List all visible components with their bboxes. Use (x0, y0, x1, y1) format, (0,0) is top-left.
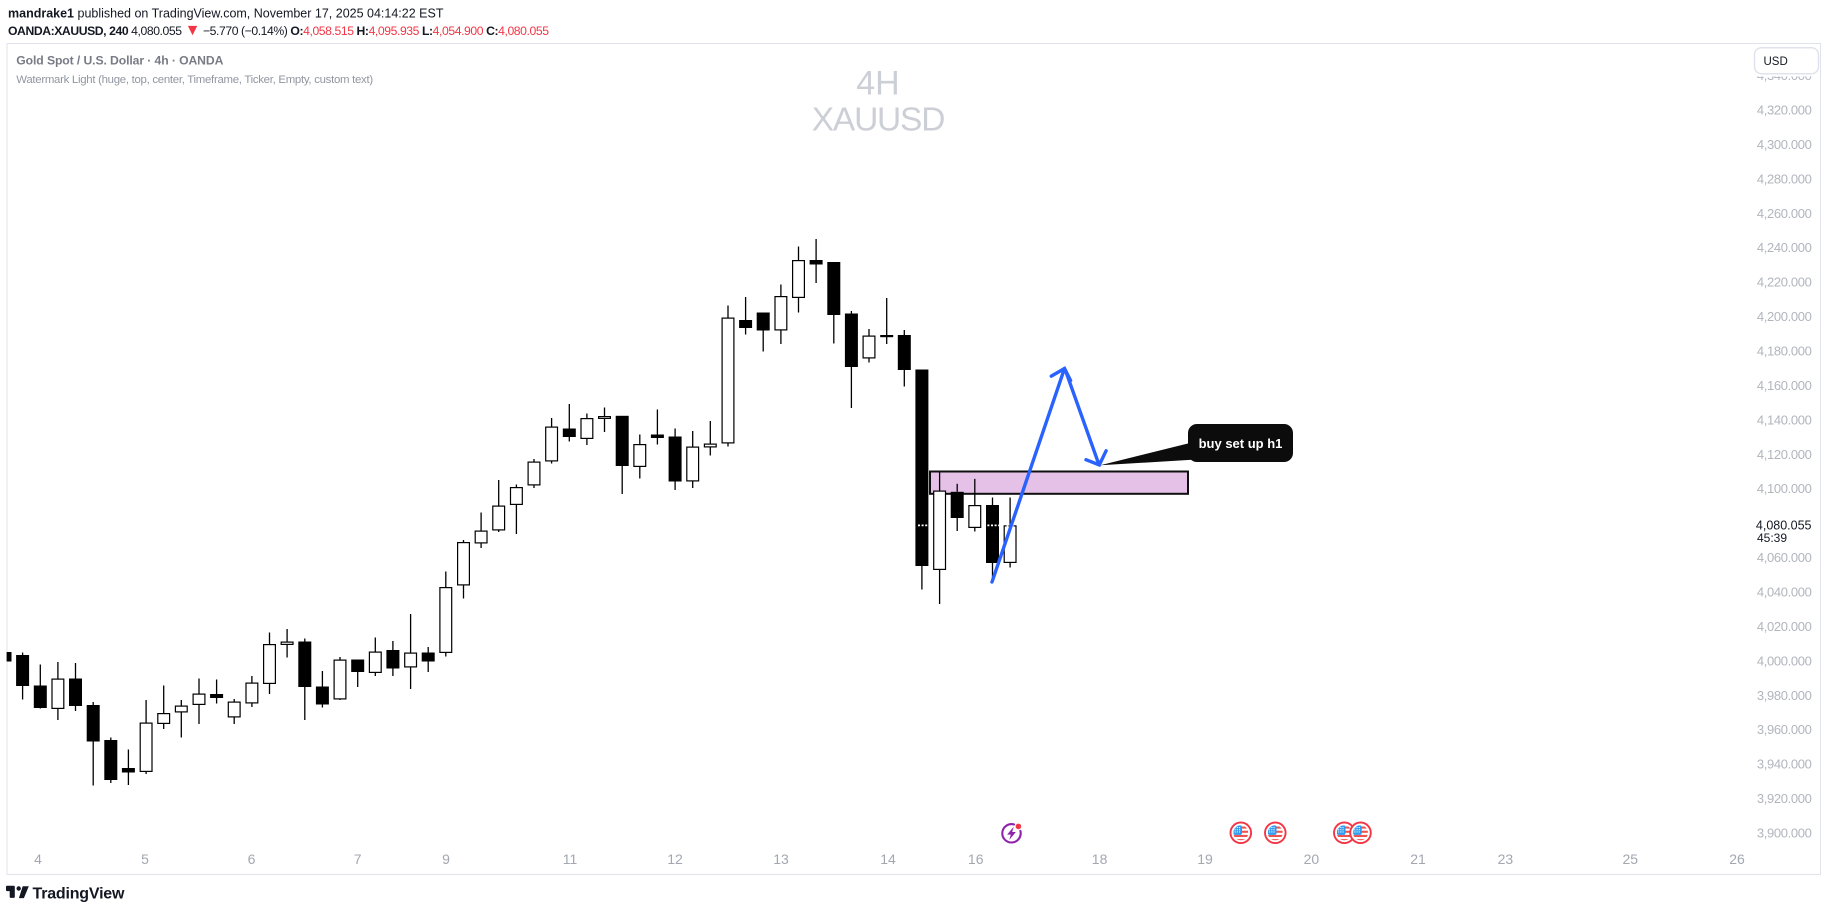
svg-text:USD: USD (1764, 56, 1788, 68)
svg-text:4,040.000: 4,040.000 (1757, 585, 1812, 600)
svg-text:Gold Spot / U.S. Dollar · 4h ·: Gold Spot / U.S. Dollar · 4h · OANDA (16, 54, 223, 68)
svg-text:3,940.000: 3,940.000 (1757, 757, 1812, 772)
svg-text:4,220.000: 4,220.000 (1757, 275, 1812, 290)
svg-text:12: 12 (667, 851, 683, 867)
svg-text:5: 5 (141, 851, 149, 867)
svg-text:3,900.000: 3,900.000 (1757, 826, 1812, 841)
svg-text:4,200.000: 4,200.000 (1757, 309, 1812, 324)
svg-text:20: 20 (1304, 851, 1320, 867)
svg-text:Watermark Light (huge, top, ce: Watermark Light (huge, top, center, Time… (16, 74, 373, 86)
svg-text:TradingView: TradingView (33, 885, 126, 902)
svg-text:9: 9 (442, 851, 450, 867)
svg-text:4,180.000: 4,180.000 (1757, 344, 1812, 359)
svg-text:11: 11 (563, 851, 578, 867)
svg-text:4H: 4H (856, 64, 899, 102)
svg-text:buy set up h1: buy set up h1 (1199, 436, 1283, 451)
svg-text:3,980.000: 3,980.000 (1757, 688, 1812, 703)
svg-text:4,020.000: 4,020.000 (1757, 619, 1812, 634)
svg-text:OANDA:XAUUSD, 240 4,080.055 ▼: OANDA:XAUUSD, 240 4,080.055 ▼ −5.770 (−0… (8, 22, 549, 39)
svg-text:14: 14 (880, 851, 896, 867)
svg-text:4,000.000: 4,000.000 (1757, 653, 1812, 668)
svg-text:4,080.055: 4,080.055 (1756, 519, 1812, 533)
svg-text:25: 25 (1623, 851, 1639, 867)
svg-text:13: 13 (773, 851, 789, 867)
svg-text:45:39: 45:39 (1757, 531, 1787, 545)
svg-text:6: 6 (248, 851, 256, 867)
svg-text:3,960.000: 3,960.000 (1757, 722, 1812, 737)
svg-text:21: 21 (1410, 851, 1426, 867)
svg-text:7: 7 (354, 851, 362, 867)
svg-text:XAUUSD: XAUUSD (812, 101, 944, 138)
svg-text:26: 26 (1729, 851, 1745, 867)
svg-text:4,280.000: 4,280.000 (1757, 171, 1812, 186)
svg-text:3,920.000: 3,920.000 (1757, 791, 1812, 806)
svg-text:4,160.000: 4,160.000 (1757, 378, 1812, 393)
svg-text:4,320.000: 4,320.000 (1757, 103, 1812, 118)
svg-text:4,140.000: 4,140.000 (1757, 412, 1812, 427)
svg-text:mandrake1 published on Trading: mandrake1 published on TradingView.com, … (8, 7, 444, 21)
svg-text:4,120.000: 4,120.000 (1757, 447, 1812, 462)
svg-text:4: 4 (34, 851, 42, 867)
svg-text:18: 18 (1092, 851, 1108, 867)
svg-text:4,060.000: 4,060.000 (1757, 550, 1812, 565)
svg-text:19: 19 (1197, 851, 1213, 867)
svg-text:4,260.000: 4,260.000 (1757, 206, 1812, 221)
svg-text:23: 23 (1498, 851, 1514, 867)
svg-text:4,240.000: 4,240.000 (1757, 240, 1812, 255)
svg-text:16: 16 (968, 851, 984, 867)
svg-text:4,300.000: 4,300.000 (1757, 137, 1812, 152)
svg-text:4,100.000: 4,100.000 (1757, 481, 1812, 496)
